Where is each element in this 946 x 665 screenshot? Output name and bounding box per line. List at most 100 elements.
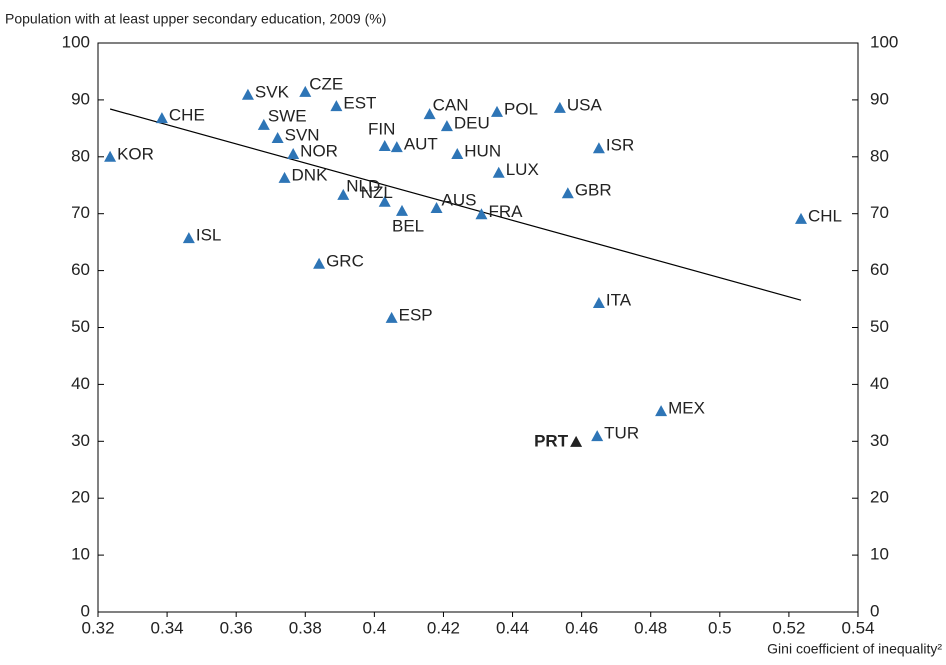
x-tick-label: 0.5 bbox=[708, 618, 732, 637]
point-label: TUR bbox=[604, 424, 639, 443]
point-label: USA bbox=[567, 95, 603, 114]
point-label: SVN bbox=[285, 126, 320, 145]
point bbox=[553, 101, 566, 113]
point-label: POL bbox=[504, 99, 538, 118]
y2-tick-label: 80 bbox=[870, 146, 889, 165]
point bbox=[385, 311, 398, 323]
point-label: GBR bbox=[575, 181, 612, 200]
point-label: CAN bbox=[433, 96, 469, 115]
point bbox=[591, 430, 604, 442]
point bbox=[257, 118, 270, 130]
point-label: FRA bbox=[488, 202, 523, 221]
y2-tick-label: 20 bbox=[870, 488, 889, 507]
point-label: NZL bbox=[361, 183, 393, 202]
point bbox=[104, 150, 117, 162]
point-label: SVK bbox=[255, 82, 290, 101]
point bbox=[241, 88, 254, 100]
point bbox=[440, 120, 453, 132]
y-tick-label: 40 bbox=[71, 374, 90, 393]
x-tick-label: 0.38 bbox=[289, 618, 322, 637]
x-axis-title: Gini coefficient of inequality² bbox=[767, 641, 942, 657]
point-label: CZE bbox=[309, 74, 343, 93]
y-tick-label: 70 bbox=[71, 203, 90, 222]
point-label: NLD bbox=[346, 176, 380, 195]
point bbox=[561, 187, 574, 199]
y-tick-label: 100 bbox=[62, 32, 90, 51]
y-tick-label: 80 bbox=[71, 146, 90, 165]
y-tick-label: 90 bbox=[71, 89, 90, 108]
x-tick-label: 0.48 bbox=[634, 618, 667, 637]
point bbox=[655, 405, 668, 417]
y2-tick-label: 50 bbox=[870, 317, 889, 336]
y2-tick-label: 10 bbox=[870, 545, 889, 564]
point bbox=[475, 208, 488, 220]
point-label: CHL bbox=[808, 206, 842, 225]
point-label: ITA bbox=[606, 291, 632, 310]
y-tick-label: 30 bbox=[71, 431, 90, 450]
x-tick-label: 0.4 bbox=[363, 618, 387, 637]
y2-tick-label: 100 bbox=[870, 32, 898, 51]
point bbox=[271, 132, 284, 144]
point bbox=[492, 166, 505, 178]
point bbox=[313, 257, 326, 269]
point bbox=[299, 85, 312, 97]
x-tick-label: 0.52 bbox=[772, 618, 805, 637]
point bbox=[795, 212, 807, 224]
point-label: EST bbox=[343, 94, 376, 113]
x-tick-label: 0.36 bbox=[220, 618, 253, 637]
point bbox=[337, 188, 350, 200]
point-label: CHE bbox=[169, 106, 205, 125]
y-tick-label: 20 bbox=[71, 488, 90, 507]
y2-tick-label: 40 bbox=[870, 374, 889, 393]
y2-tick-label: 70 bbox=[870, 203, 889, 222]
point-label: PRT bbox=[534, 431, 569, 450]
x-tick-label: 0.54 bbox=[841, 618, 874, 637]
point-label: AUT bbox=[404, 135, 438, 154]
point bbox=[570, 435, 583, 447]
y-tick-label: 50 bbox=[71, 317, 90, 336]
y2-tick-label: 90 bbox=[870, 89, 889, 108]
point-label: MEX bbox=[668, 399, 705, 418]
y-tick-label: 10 bbox=[71, 545, 90, 564]
x-tick-label: 0.46 bbox=[565, 618, 598, 637]
point bbox=[430, 202, 443, 214]
point bbox=[592, 297, 605, 309]
point bbox=[182, 232, 195, 244]
point-label: ESP bbox=[399, 305, 433, 324]
point bbox=[592, 142, 605, 154]
point-label: LUX bbox=[506, 160, 539, 179]
point bbox=[155, 112, 168, 124]
point bbox=[287, 147, 300, 159]
y-tick-label: 60 bbox=[71, 260, 90, 279]
point bbox=[390, 141, 403, 153]
y2-tick-label: 30 bbox=[870, 431, 889, 450]
x-tick-label: 0.42 bbox=[427, 618, 460, 637]
point-label: DEU bbox=[454, 114, 490, 133]
point-label: BEL bbox=[392, 216, 424, 235]
x-tick-label: 0.32 bbox=[81, 618, 114, 637]
point-label: GRC bbox=[326, 251, 364, 270]
y-axis-title: Population with at least upper secondary… bbox=[5, 11, 386, 27]
y2-tick-label: 60 bbox=[870, 260, 889, 279]
point-label: ISR bbox=[606, 136, 634, 155]
point-label: HUN bbox=[464, 141, 501, 160]
point-label: FIN bbox=[368, 119, 395, 138]
x-tick-label: 0.34 bbox=[151, 618, 184, 637]
point-label: AUS bbox=[442, 190, 477, 209]
point bbox=[396, 204, 408, 216]
point bbox=[378, 139, 391, 151]
x-tick-label: 0.44 bbox=[496, 618, 529, 637]
point-label: NOR bbox=[300, 141, 338, 160]
point-label: ISL bbox=[196, 226, 222, 245]
point bbox=[491, 105, 503, 117]
point bbox=[330, 100, 343, 112]
y-tick-label: 0 bbox=[81, 601, 90, 620]
trend-line bbox=[109, 108, 802, 301]
point-label: SWE bbox=[268, 106, 307, 125]
point-label: KOR bbox=[117, 144, 154, 163]
point bbox=[423, 108, 436, 120]
point bbox=[278, 171, 291, 183]
point bbox=[451, 147, 464, 159]
point bbox=[378, 195, 391, 207]
